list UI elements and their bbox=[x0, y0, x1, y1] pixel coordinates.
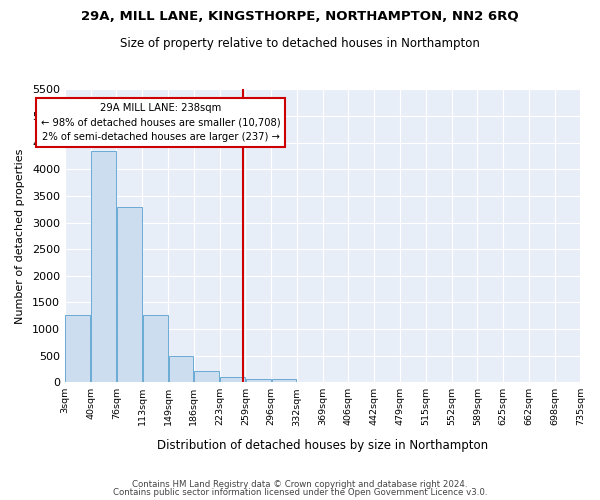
Text: 29A MILL LANE: 238sqm
← 98% of detached houses are smaller (10,708)
2% of semi-d: 29A MILL LANE: 238sqm ← 98% of detached … bbox=[41, 103, 280, 142]
Text: Contains HM Land Registry data © Crown copyright and database right 2024.: Contains HM Land Registry data © Crown c… bbox=[132, 480, 468, 489]
Bar bbox=[169, 356, 193, 382]
Bar bbox=[194, 370, 219, 382]
Text: Contains public sector information licensed under the Open Government Licence v3: Contains public sector information licen… bbox=[113, 488, 487, 497]
Bar bbox=[65, 315, 90, 382]
Text: Size of property relative to detached houses in Northampton: Size of property relative to detached ho… bbox=[120, 38, 480, 51]
Bar bbox=[220, 378, 245, 382]
Text: 29A, MILL LANE, KINGSTHORPE, NORTHAMPTON, NN2 6RQ: 29A, MILL LANE, KINGSTHORPE, NORTHAMPTON… bbox=[81, 10, 519, 23]
Bar bbox=[143, 314, 167, 382]
Bar bbox=[117, 206, 142, 382]
X-axis label: Distribution of detached houses by size in Northampton: Distribution of detached houses by size … bbox=[157, 440, 488, 452]
Bar bbox=[91, 150, 116, 382]
Bar bbox=[246, 379, 271, 382]
Bar bbox=[272, 380, 296, 382]
Y-axis label: Number of detached properties: Number of detached properties bbox=[15, 148, 25, 324]
